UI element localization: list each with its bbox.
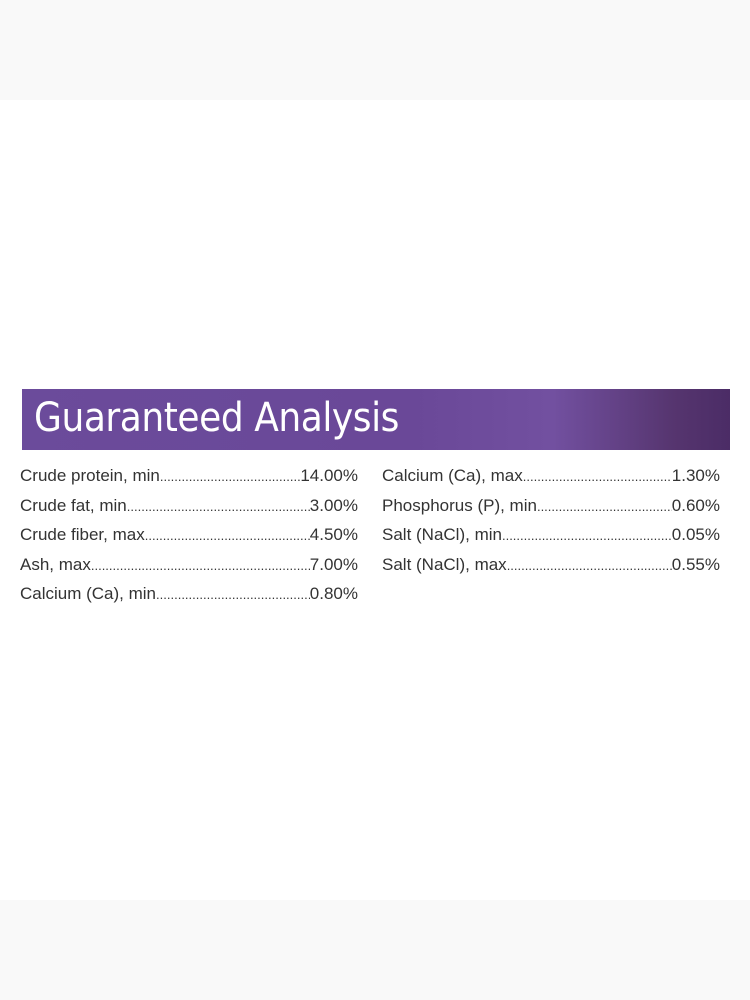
analysis-row: Crude fiber, max 4.50%: [20, 525, 358, 555]
analysis-row: Crude protein, min 14.00%: [20, 466, 358, 496]
dot-leader: [127, 499, 310, 514]
dot-leader: [507, 558, 672, 573]
nutrient-label: Salt (NaCl), min: [382, 525, 502, 544]
nutrient-label: Crude protein, min: [20, 466, 160, 485]
nutrient-value: 7.00%: [309, 554, 358, 574]
bottom-band: [0, 900, 750, 1000]
nutrient-label: Crude fiber, max: [20, 525, 145, 544]
page-title: Guaranteed Analysis: [34, 395, 399, 441]
nutrient-value: 1.30%: [671, 466, 720, 485]
dot-leader: [160, 469, 300, 484]
nutrient-value: 0.55%: [671, 554, 720, 574]
analysis-row: Crude fat, min 3.00%: [20, 496, 358, 526]
nutrient-label: Phosphorus (P), min: [382, 495, 537, 515]
nutrient-label: Ash, max: [20, 554, 91, 574]
nutrient-value: 0.05%: [671, 525, 720, 544]
title-banner: Guaranteed Analysis: [22, 389, 730, 450]
nutrient-value: 0.60%: [671, 495, 720, 515]
top-band: [0, 0, 750, 100]
analysis-row: Salt (NaCl), max 0.55%: [382, 555, 720, 585]
nutrient-label: Crude fat, min: [20, 495, 127, 515]
nutrient-value: 14.00%: [300, 466, 358, 485]
dot-leader: [523, 469, 672, 484]
nutrient-label: Salt (NaCl), max: [382, 554, 507, 574]
dot-leader: [91, 558, 310, 573]
nutrient-value: 4.50%: [309, 525, 358, 544]
analysis-row: Salt (NaCl), min 0.05%: [382, 525, 720, 555]
dot-leader: [502, 528, 672, 543]
analysis-row: Phosphorus (P), min 0.60%: [382, 496, 720, 526]
dot-leader: [537, 499, 672, 514]
nutrient-value: 0.80%: [309, 584, 358, 603]
dot-leader: [145, 528, 310, 543]
nutrient-value: 3.00%: [309, 495, 358, 515]
analysis-right-column: Calcium (Ca), max 1.30% Phosphorus (P), m…: [382, 466, 720, 584]
nutrient-label: Calcium (Ca), min: [20, 584, 157, 603]
nutrient-label: Calcium (Ca), max: [382, 466, 523, 485]
analysis-row: Calcium (Ca), max 1.30%: [382, 466, 720, 496]
analysis-row: Calcium (Ca), min 0.80%: [20, 584, 358, 614]
analysis-left-column: Crude protein, min 14.00% Crude fat, min 3…: [20, 466, 358, 614]
analysis-row: Ash, max 7.00%: [20, 555, 358, 585]
dot-leader: [156, 587, 310, 602]
